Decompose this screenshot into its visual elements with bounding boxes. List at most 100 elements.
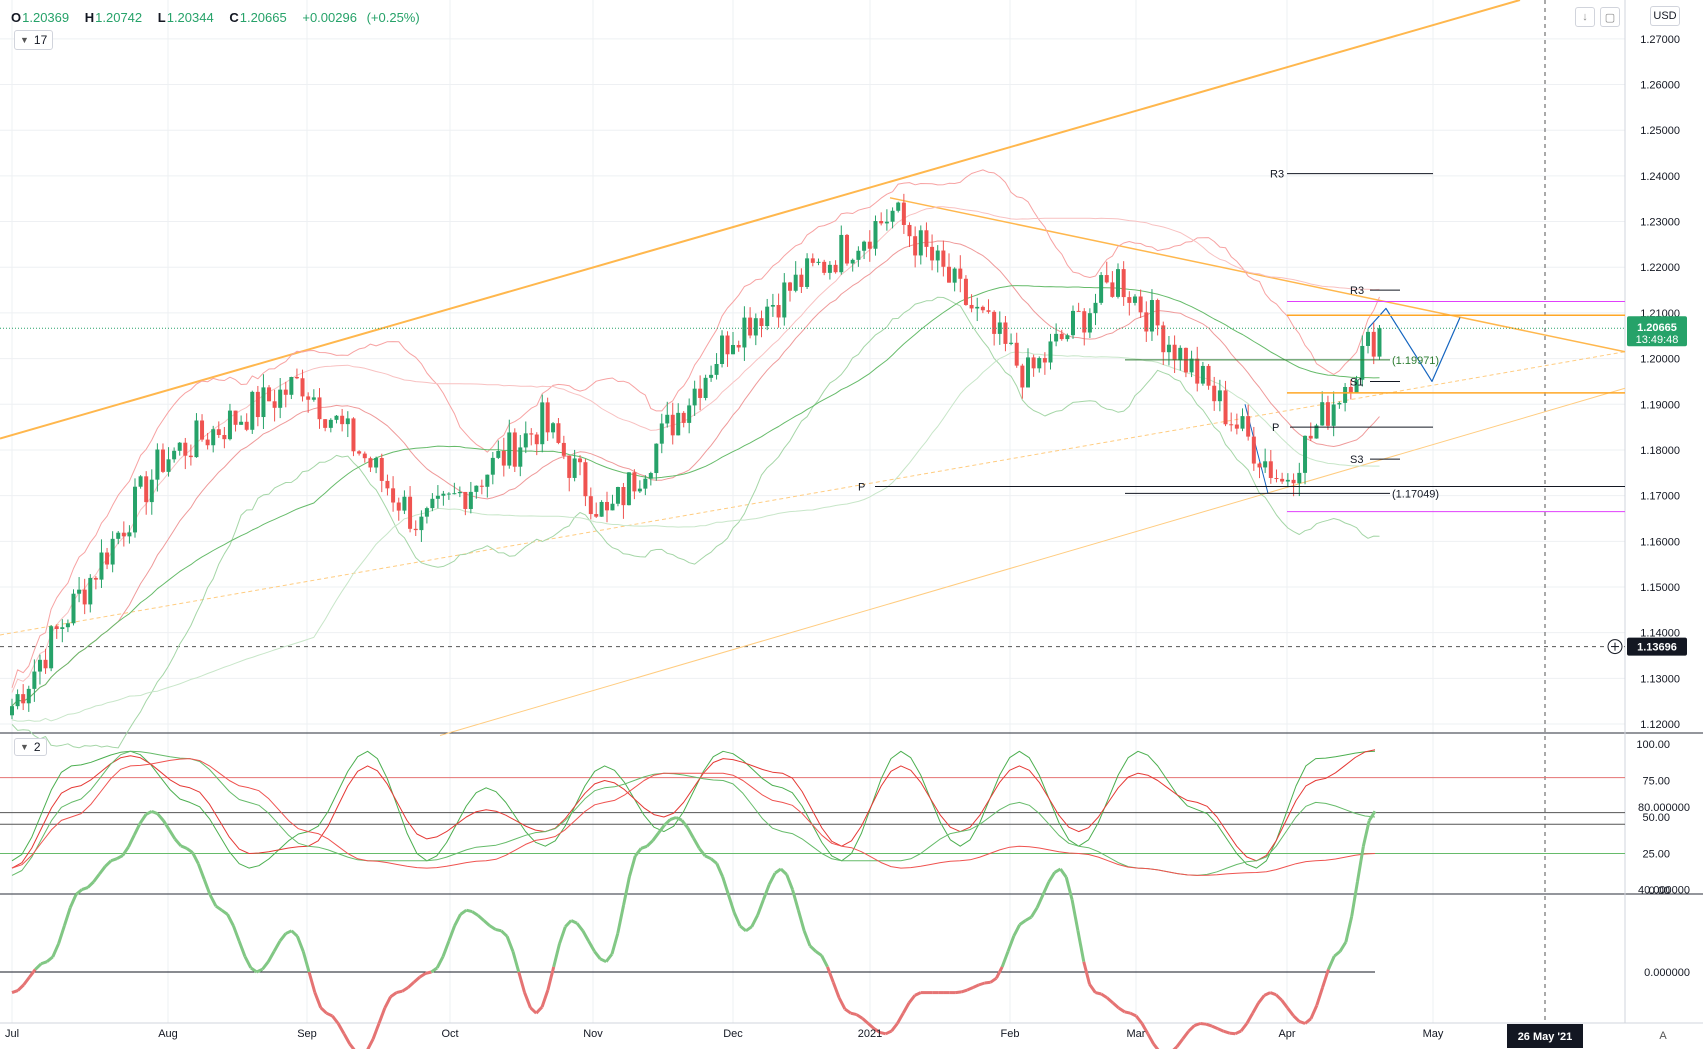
candle-body: [1360, 345, 1365, 380]
candle-body: [227, 410, 232, 440]
momentum-segment: [92, 873, 101, 883]
oscillator-indicators-toggle[interactable]: ▼ 2: [14, 738, 47, 756]
candle-body: [958, 268, 963, 279]
candle-body: [138, 476, 143, 487]
candle-body: [1200, 365, 1205, 384]
candle-body: [490, 457, 495, 475]
currency-selector[interactable]: USD: [1650, 6, 1680, 26]
candle-body: [969, 304, 974, 309]
close-value: 1.20665: [239, 10, 287, 25]
candle-body: [529, 433, 534, 435]
bar-countdown: 13:49:48: [1636, 334, 1679, 346]
download-button[interactable]: ↓: [1575, 7, 1595, 27]
candle-body: [518, 447, 523, 467]
candle-body: [300, 378, 305, 397]
osc-tick: 100.00: [1636, 739, 1670, 751]
momentum-segment: [196, 863, 206, 880]
candle-body: [379, 458, 384, 481]
candle-body: [901, 202, 906, 225]
fullscreen-button[interactable]: ▢: [1600, 7, 1620, 27]
chevron-down-icon: ▼: [20, 742, 29, 752]
momentum-segment: [412, 976, 421, 984]
candle-body: [172, 450, 177, 460]
momentum-segment: [243, 955, 253, 969]
candle-body: [561, 442, 566, 456]
momentum-segment: [960, 988, 968, 994]
momentum-segment: [1082, 961, 1092, 985]
momentum-segment: [1095, 991, 1102, 996]
candle-body: [1110, 282, 1115, 297]
candle-body: [1048, 341, 1053, 363]
momentum-segment: [1059, 868, 1068, 879]
candle-body: [670, 414, 675, 436]
momentum-segment: [901, 1002, 911, 1014]
candle-body: [856, 250, 861, 260]
candle-body: [1206, 365, 1211, 386]
momentum-segment: [831, 981, 841, 999]
momentum-segment: [826, 966, 835, 983]
momentum-segment: [116, 854, 124, 861]
momentum-segment: [1217, 1027, 1225, 1033]
candle-body: [913, 236, 918, 256]
momentum-segment: [808, 944, 817, 953]
level-label-1.19971: (1.19971): [1392, 355, 1439, 367]
candle-body: [839, 234, 844, 273]
candle-body: [166, 459, 171, 472]
auto-scale-button[interactable]: A: [1659, 1030, 1667, 1042]
candle-body: [725, 335, 730, 355]
candle-body: [599, 501, 604, 517]
momentum-segment: [407, 981, 415, 989]
candle-body: [1337, 402, 1342, 405]
momentum-segment: [663, 818, 672, 827]
momentum-segment: [237, 940, 247, 958]
s1-label: S1: [1350, 376, 1363, 388]
candle-body: [283, 389, 288, 395]
candle-body: [54, 626, 59, 630]
time-tick: 2021: [858, 1028, 882, 1040]
candle-body: [545, 402, 550, 433]
momentum-segment: [873, 1027, 881, 1034]
candle-body: [10, 706, 14, 716]
candle-body: [698, 388, 703, 398]
candle-body: [216, 429, 221, 436]
candle-body: [430, 498, 435, 509]
momentum-segment: [377, 1007, 387, 1025]
momentum-segment: [1257, 994, 1266, 1004]
momentum-segment: [371, 1022, 381, 1040]
momentum-segment: [675, 816, 683, 822]
momentum-segment: [325, 1011, 334, 1018]
candle-body: [1229, 424, 1234, 426]
time-axis: Jul Aug Sep Oct Nov Dec 2021 Feb Mar Apr May 26 May…: [5, 1024, 1583, 1048]
candle-body: [1054, 333, 1059, 342]
momentum-segment: [1152, 1043, 1160, 1049]
momentum-segment: [704, 854, 712, 861]
candle-body: [261, 387, 266, 418]
candle-body: [501, 451, 506, 466]
candle-body: [93, 577, 98, 580]
candle-body: [799, 274, 804, 287]
candle-body: [935, 250, 940, 261]
p-label: P: [858, 482, 865, 494]
momentum-segment: [191, 851, 200, 865]
candle-body: [334, 415, 339, 420]
osc-series-2: [11, 750, 1376, 876]
momentum-segment: [890, 1022, 899, 1032]
low-value: 1.20344: [166, 10, 214, 25]
momentum-segment: [121, 846, 130, 857]
candle-body: [873, 221, 878, 249]
momentum-segment: [81, 886, 89, 892]
candle-body: [907, 224, 912, 237]
candle-body: [583, 462, 588, 497]
momentum-segment: [1350, 881, 1360, 917]
last-price-badge: [1627, 316, 1687, 347]
main-indicators-toggle[interactable]: ▼ 17: [14, 30, 54, 50]
candle-body: [992, 311, 997, 334]
candles[interactable]: [10, 193, 1382, 720]
candle-body: [1251, 436, 1256, 464]
candle-body: [278, 389, 283, 408]
candle-body: [594, 514, 599, 517]
price-tick: 1.13000: [1640, 673, 1680, 685]
momentum-segment: [837, 997, 847, 1010]
candle-body: [1059, 333, 1064, 340]
